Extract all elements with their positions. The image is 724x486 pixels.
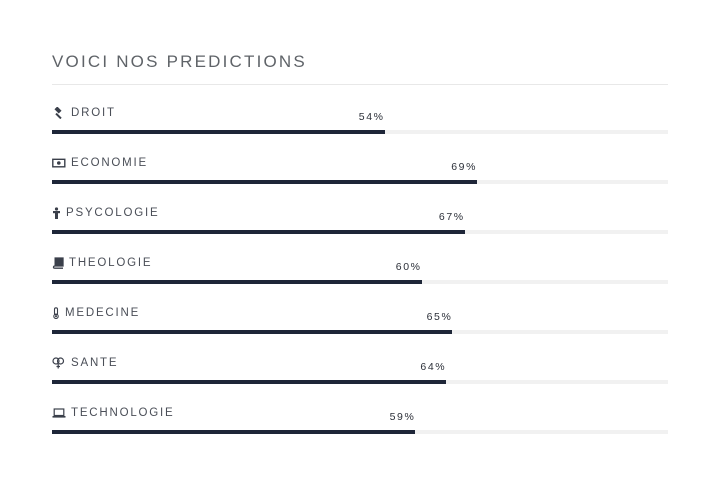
- skill-list: DROIT 54% ECONOMIE 69%: [52, 104, 668, 454]
- progress-fill: [52, 230, 465, 234]
- progress-track: [52, 330, 668, 334]
- progress-fill: [52, 180, 478, 184]
- progress-fill: [52, 380, 447, 384]
- percent-label: 69%: [451, 161, 478, 173]
- progress-track: [52, 230, 668, 234]
- percent-label: 67%: [438, 211, 465, 223]
- skill-label: MEDECINE: [65, 307, 141, 319]
- skill-label: DROIT: [71, 107, 116, 119]
- section-title: VOICI NOS PREDICTIONS: [52, 52, 307, 71]
- progress-track: [52, 380, 668, 384]
- progress-fill: [52, 430, 416, 434]
- progress-track: [52, 430, 668, 434]
- progress-track: [52, 130, 668, 134]
- progress-track: [52, 280, 668, 284]
- progress-track: [52, 180, 668, 184]
- person-icon: [52, 207, 61, 219]
- percent-label: 54%: [358, 111, 385, 123]
- skill-label: ECONOMIE: [71, 157, 149, 169]
- skill-label-group: ECONOMIE: [52, 156, 148, 170]
- skill-label-group: MEDECINE: [52, 306, 140, 320]
- skill-row-technologie: TECHNOLOGIE 59%: [52, 404, 668, 454]
- venus-mars-icon: [52, 357, 66, 369]
- skill-row-droit: DROIT 54%: [52, 104, 668, 154]
- title-divider: [52, 84, 668, 85]
- skill-label-group: THEOLOGIE: [52, 256, 152, 270]
- thermometer-icon: [52, 307, 60, 319]
- gavel-icon: [52, 107, 66, 119]
- money-bill-icon: [52, 157, 66, 169]
- skill-row-theologie: THEOLOGIE 60%: [52, 254, 668, 304]
- laptop-icon: [52, 407, 66, 419]
- skill-label-group: DROIT: [52, 106, 116, 120]
- skill-label-group: SANTE: [52, 356, 118, 370]
- skill-row-psycologie: PSYCOLOGIE 67%: [52, 204, 668, 254]
- skill-row-medecine: MEDECINE 65%: [52, 304, 668, 354]
- skill-row-sante: SANTE 64%: [52, 354, 668, 404]
- skill-label-group: PSYCOLOGIE: [52, 206, 159, 220]
- book-icon: [52, 257, 64, 269]
- skill-label-group: TECHNOLOGIE: [52, 406, 175, 420]
- percent-label: 59%: [389, 411, 416, 423]
- skill-label: SANTE: [71, 357, 119, 369]
- skill-label: TECHNOLOGIE: [71, 407, 175, 419]
- progress-fill: [52, 330, 453, 334]
- percent-label: 65%: [426, 311, 453, 323]
- progress-fill: [52, 280, 422, 284]
- percent-label: 60%: [395, 261, 422, 273]
- percent-label: 64%: [420, 361, 447, 373]
- skill-label: THEOLOGIE: [69, 257, 153, 269]
- skill-label: PSYCOLOGIE: [66, 207, 160, 219]
- skill-row-economie: ECONOMIE 69%: [52, 154, 668, 204]
- progress-fill: [52, 130, 385, 134]
